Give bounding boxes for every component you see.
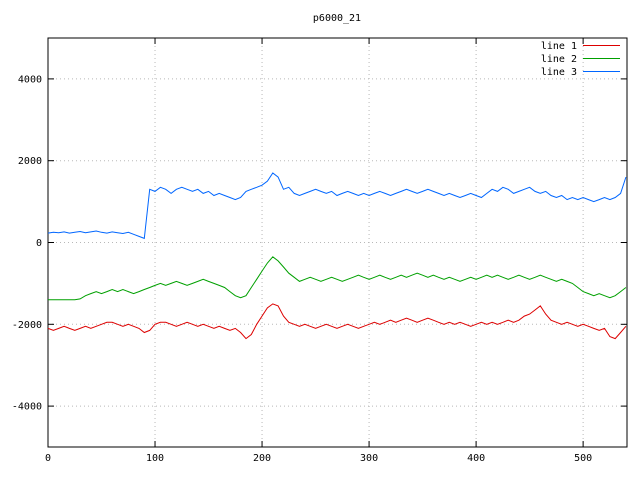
- y-tick-label: 0: [36, 238, 42, 249]
- legend-label-line3: line 3: [541, 67, 577, 78]
- series-3: [47, 172, 627, 240]
- axis-label-layer: 0 100 200 300 400 500 -4000 -2000 0 2000 4000: [12, 74, 592, 464]
- x-tick-label: 300: [360, 453, 378, 464]
- grid-layer: [48, 38, 627, 447]
- legend-label-line1: line 1: [541, 41, 577, 52]
- x-tick-label: 500: [574, 453, 592, 464]
- legend-label-line2: line 2: [541, 54, 577, 65]
- chart-title: p6000_21: [313, 13, 361, 24]
- y-tick-label: 2000: [18, 156, 42, 167]
- legend: line 1 line 2 line 3: [541, 41, 620, 78]
- series-2: [48, 256, 627, 301]
- y-tick-label: -2000: [12, 320, 42, 331]
- y-tick-label: -4000: [12, 402, 42, 413]
- x-tick-label: 0: [45, 453, 51, 464]
- x-tick-label: 100: [146, 453, 164, 464]
- y-tick-label: 4000: [18, 74, 42, 85]
- series-1: [47, 303, 627, 340]
- x-tick-label: 400: [467, 453, 485, 464]
- x-tick-label: 200: [253, 453, 271, 464]
- series-layer: [47, 172, 627, 340]
- tick-layer: [47, 38, 627, 447]
